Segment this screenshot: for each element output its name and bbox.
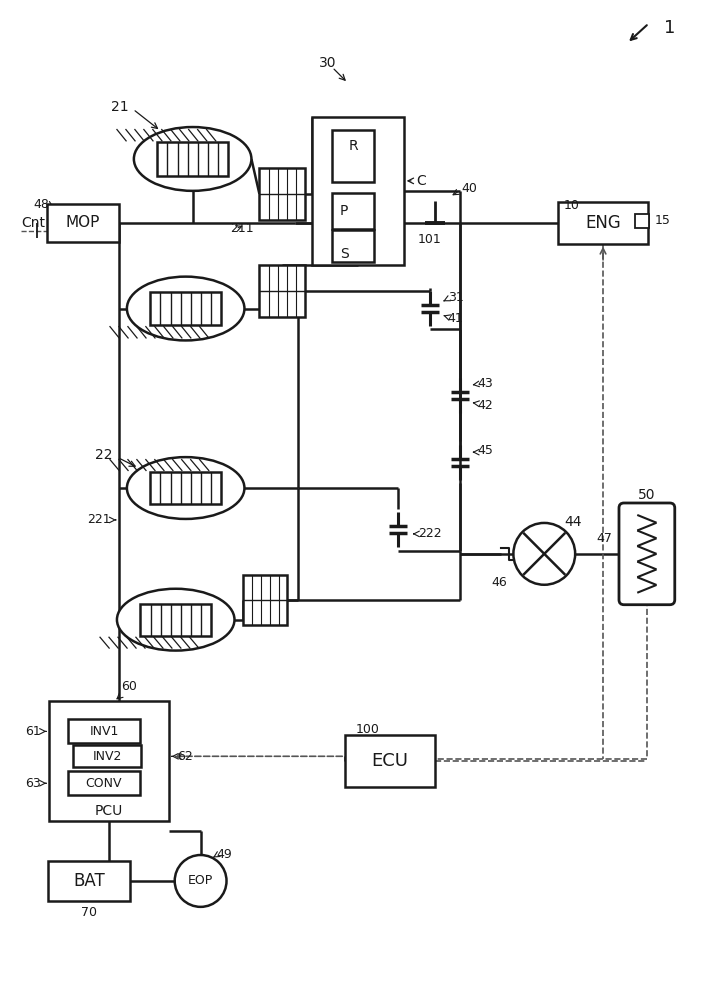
Text: 221: 221 — [87, 513, 111, 526]
Bar — [345, 735, 435, 787]
Text: 62: 62 — [176, 750, 192, 763]
Text: 40: 40 — [462, 182, 478, 195]
Circle shape — [513, 523, 575, 585]
Text: MOP: MOP — [66, 215, 100, 230]
Ellipse shape — [117, 589, 234, 651]
Text: 63: 63 — [26, 777, 42, 790]
Text: 101: 101 — [418, 233, 442, 246]
Text: 41: 41 — [447, 312, 463, 325]
Text: 44: 44 — [564, 515, 581, 529]
Text: 61: 61 — [26, 725, 42, 738]
Text: 47: 47 — [596, 532, 612, 545]
Bar — [244, 575, 288, 625]
Bar — [151, 292, 221, 325]
Ellipse shape — [134, 127, 252, 191]
Text: 10: 10 — [564, 199, 579, 212]
Text: 45: 45 — [478, 444, 493, 457]
Bar — [158, 142, 228, 176]
Bar — [312, 117, 404, 265]
Text: 48: 48 — [33, 198, 49, 211]
Bar — [47, 204, 119, 242]
Text: P: P — [340, 204, 348, 218]
FancyBboxPatch shape — [619, 503, 675, 605]
Text: 21: 21 — [111, 100, 129, 114]
Bar — [260, 168, 305, 220]
Bar — [332, 193, 374, 229]
Text: 211: 211 — [230, 222, 254, 235]
Text: C: C — [416, 174, 425, 188]
Text: 70: 70 — [81, 906, 97, 919]
Text: 43: 43 — [478, 377, 493, 390]
Bar — [68, 719, 140, 743]
Text: EOP: EOP — [188, 874, 213, 887]
Text: PCU: PCU — [95, 804, 123, 818]
Text: 46: 46 — [492, 576, 508, 589]
Bar — [49, 701, 168, 821]
Ellipse shape — [127, 277, 244, 340]
Text: S: S — [340, 247, 348, 261]
Text: INV2: INV2 — [92, 750, 122, 763]
Circle shape — [175, 855, 227, 907]
Text: 30: 30 — [319, 56, 337, 70]
Text: 222: 222 — [418, 527, 442, 540]
Bar — [559, 202, 648, 244]
Text: Cnt: Cnt — [22, 216, 45, 230]
Bar — [151, 472, 221, 504]
Bar — [48, 861, 130, 901]
Text: 42: 42 — [478, 399, 493, 412]
Text: 50: 50 — [638, 488, 655, 502]
Bar — [260, 265, 305, 317]
Text: 60: 60 — [121, 680, 137, 693]
Text: BAT: BAT — [73, 872, 105, 890]
Bar — [332, 230, 374, 262]
Text: ECU: ECU — [371, 752, 409, 770]
Bar — [635, 214, 649, 228]
Bar — [73, 745, 141, 767]
Bar — [68, 771, 140, 795]
Text: 15: 15 — [655, 214, 670, 227]
Bar — [332, 130, 374, 182]
Text: ENG: ENG — [585, 214, 621, 232]
Text: 49: 49 — [217, 848, 232, 861]
Text: 100: 100 — [356, 723, 380, 736]
Text: 1: 1 — [664, 19, 675, 37]
Text: CONV: CONV — [86, 777, 122, 790]
Text: 22: 22 — [95, 448, 113, 462]
Text: INV1: INV1 — [90, 725, 119, 738]
Text: R: R — [348, 139, 358, 153]
Bar — [141, 604, 211, 636]
Text: 31: 31 — [447, 291, 463, 304]
Ellipse shape — [127, 457, 244, 519]
